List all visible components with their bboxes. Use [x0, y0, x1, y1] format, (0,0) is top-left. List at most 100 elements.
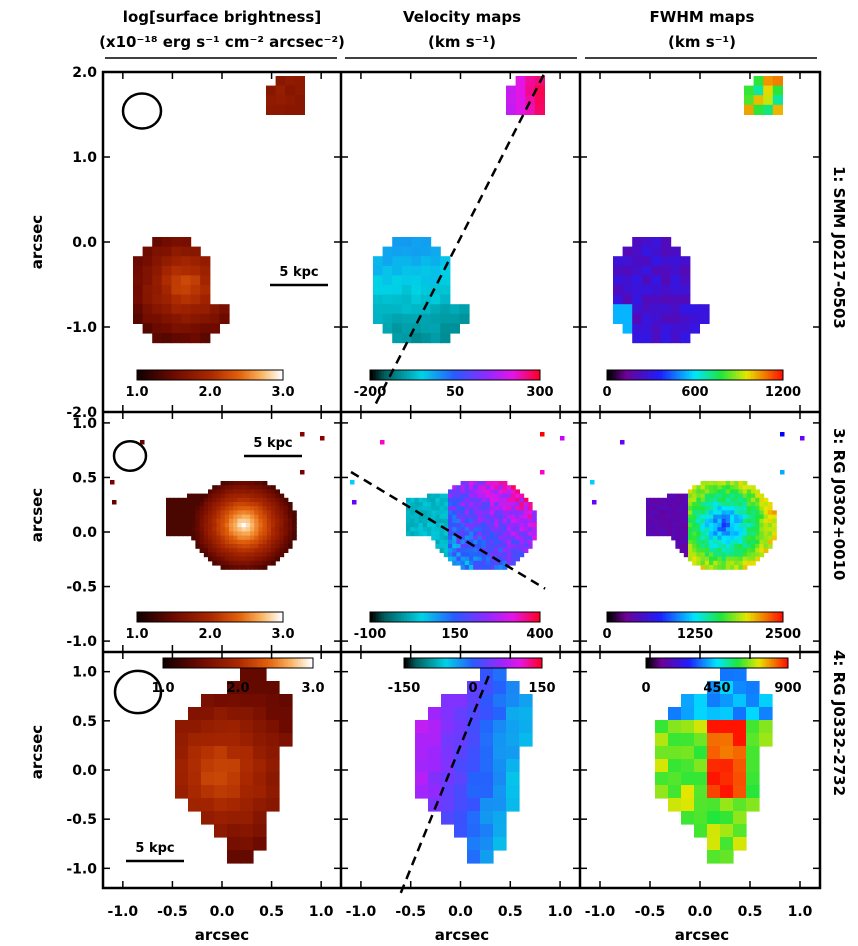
colorbar-swatch [273, 370, 277, 380]
map-pixel [738, 481, 744, 486]
map-pixel [493, 837, 507, 851]
colorbar-swatch [503, 370, 507, 380]
map-pixel [689, 304, 700, 315]
colorbar-swatch [449, 370, 453, 380]
map-pixel [275, 531, 280, 537]
map-pixel [216, 514, 222, 520]
map-pixel [511, 510, 516, 516]
colorbar-swatch [489, 370, 493, 380]
colorbar-swatch [727, 370, 731, 380]
map-pixel [671, 518, 676, 524]
colorbar-swatch [667, 658, 671, 668]
map-pixel [262, 493, 268, 499]
colorbar-tick-label: 300 [526, 385, 553, 400]
map-pixel [721, 560, 727, 566]
map-pixel [755, 502, 760, 507]
colorbar-swatch [175, 658, 179, 668]
map-pixel [713, 556, 718, 562]
map-pixel [467, 798, 481, 812]
map-pixel [279, 694, 293, 708]
map-pixel [469, 560, 474, 566]
map-pixel [746, 552, 752, 558]
map-pixel [456, 527, 462, 532]
map-pixel [266, 523, 272, 528]
map-pixel [190, 304, 201, 315]
map-pixel [452, 539, 457, 545]
colorbar-swatch [683, 658, 687, 668]
map-pixel [763, 76, 774, 87]
colorbar-swatch [449, 612, 453, 622]
map-pixel [241, 552, 247, 558]
map-pixel [240, 746, 254, 760]
colorbar-swatch [210, 370, 213, 380]
map-pixel [439, 539, 445, 545]
map-pixel [237, 493, 243, 499]
map-pixel [245, 556, 251, 562]
map-pixel [373, 304, 384, 315]
colorbar-tick-label: 2.0 [226, 681, 249, 696]
colorbar-swatch [503, 612, 507, 622]
map-pixel [435, 493, 441, 499]
map-pixel [498, 518, 504, 524]
map-pixel [671, 502, 676, 507]
colorbar-swatch [753, 612, 757, 622]
colorbar-tick-label: -100 [354, 627, 387, 642]
map-pixel [692, 485, 697, 490]
map-pixel [227, 824, 241, 838]
map-pixel [742, 514, 748, 520]
colorbar-swatch [239, 612, 243, 622]
map-pixel [480, 837, 494, 851]
map-pixel [216, 523, 222, 528]
map-pixel [502, 506, 508, 511]
colorbar-FWHM-row3: 0 450 900 [641, 657, 802, 696]
map-pixel [646, 514, 651, 520]
map-pixel [191, 531, 196, 537]
map-pixel [511, 502, 516, 507]
colorbar-swatch [528, 658, 531, 668]
map-pixel [452, 556, 457, 562]
map-pixel [229, 535, 234, 541]
map-pixel [490, 523, 495, 528]
colorbar-swatch [741, 612, 746, 622]
map-pixel [613, 256, 624, 267]
map-pixel [254, 497, 259, 503]
map-pixel [266, 552, 272, 558]
map-pixel [485, 523, 491, 528]
map-pixel [721, 510, 727, 516]
map-pixel [250, 510, 255, 516]
map-pixel [142, 285, 153, 296]
map-pixel [481, 565, 487, 570]
map-pixel [440, 304, 451, 315]
map-pixel [182, 510, 188, 516]
colorbar-swatch [423, 612, 428, 622]
colorbar-swatch [698, 658, 701, 668]
map-pixel [216, 493, 222, 499]
map-pixel [704, 510, 710, 516]
map-pixel [707, 772, 721, 786]
map-pixel [473, 527, 478, 532]
map-pixel [755, 523, 760, 528]
map-pixel [216, 518, 222, 524]
map-pixel [266, 560, 272, 566]
map-pixel [452, 560, 457, 566]
map-pixel [746, 707, 760, 721]
map-pixel [464, 489, 470, 495]
map-pixel [681, 746, 695, 760]
map-pixel [188, 733, 202, 747]
map-pixel [237, 510, 243, 516]
map-pixel [229, 531, 234, 537]
map-pixel [742, 527, 748, 532]
map-pixel [650, 502, 655, 507]
map-pixel [700, 552, 706, 558]
map-pixel [502, 560, 508, 566]
colorbar-swatch [511, 370, 515, 380]
map-pixel [721, 535, 727, 541]
map-pixel [506, 527, 512, 532]
colorbar-swatch [702, 658, 706, 668]
colorbar-swatch [149, 370, 152, 380]
map-pixel [481, 518, 487, 524]
map-pixel [725, 560, 731, 566]
colorbar-swatch [773, 658, 777, 668]
map-pixel [632, 265, 643, 276]
map-pixel [401, 285, 412, 296]
